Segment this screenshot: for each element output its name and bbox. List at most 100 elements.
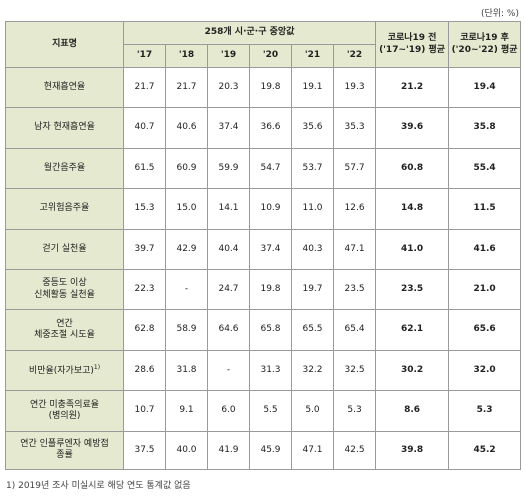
year-value: 40.3: [291, 228, 334, 270]
indicator-table: 지표명 258개 시·군·구 중앙값 코로나19 전 ('17~'19) 평균 코…: [5, 21, 522, 471]
year-value: 11.0: [291, 188, 334, 230]
indicator-name: 연간 미충족의료율 (병의원): [5, 390, 124, 432]
table-row: 비만율(자가보고)1) 28.6 31.8-31.3 32.2 32.5 30.2 32.0: [5, 349, 522, 392]
table-row: 연간 인플루엔자 예방접 종률 37.5 40.0 41.9 45.9 47.1 42.5 39…: [5, 430, 522, 471]
indicator-name: 월간음주율: [5, 147, 124, 190]
post-covid-average: 41.6: [448, 228, 522, 270]
year-value: 64.6: [207, 309, 250, 351]
header-post-average: 코로나19 후 ('20~'22) 평균: [448, 21, 522, 68]
year-value: 42.5: [332, 430, 377, 471]
post-covid-average: 32.0: [448, 349, 522, 392]
indicator-name: 고위험음주율: [5, 188, 124, 230]
indicator-name: 현재흡연율: [5, 66, 124, 109]
year-value: 37.5: [123, 430, 166, 471]
year-value: 47.1: [332, 228, 377, 270]
year-value: 45.9: [249, 430, 292, 471]
table-row: 현재흡연율 21.7 21.7 20.3 19.8 19.1 19.3 21.2 19.4: [5, 66, 522, 109]
post-covid-average: 35.8: [448, 107, 522, 149]
pre-covid-average: 60.8: [375, 147, 450, 190]
table-row: 월간음주율 61.5 60.9 59.9 54.7 53.7 57.7 60.8 55.4: [5, 147, 522, 190]
post-covid-average: 5.3: [448, 390, 522, 432]
post-covid-average: 55.4: [448, 147, 522, 190]
post-covid-average: 11.5: [448, 188, 522, 230]
pre-covid-average: 62.1: [375, 309, 450, 351]
year-value: 19.1: [291, 66, 334, 109]
footnote: 1) 2019년 조사 미실시로 해당 연도 통계값 없음: [6, 481, 191, 491]
pre-covid-average: 8.6: [375, 390, 450, 432]
year-value: 42.9: [165, 228, 208, 270]
header-indicator: 지표명: [5, 21, 124, 68]
header-pre-average: 코로나19 전 ('17~'19) 평균: [375, 21, 450, 68]
pre-covid-average: 39.8: [375, 430, 450, 471]
year-value: 6.0: [207, 390, 250, 432]
year-value: 20.3: [207, 66, 250, 109]
post-covid-average: 21.0: [448, 268, 522, 311]
year-value: 47.1: [291, 430, 334, 471]
pre-covid-average: 39.6: [375, 107, 450, 149]
year-value: 37.4: [249, 228, 292, 270]
year-value: 10.7: [123, 390, 166, 432]
year-value: 24.7: [207, 268, 250, 311]
post-covid-average: 45.2: [448, 430, 522, 471]
year-value: 32.5: [332, 349, 377, 392]
year-value: 23.5: [332, 268, 377, 311]
year-value: 5.3: [332, 390, 377, 432]
year-value: 14.1: [207, 188, 250, 230]
year-value: 65.5: [291, 309, 334, 351]
indicator-name: 연간 체중조절 시도율: [5, 309, 124, 351]
indicator-name: 중등도 이상 신체활동 실천율: [5, 268, 124, 311]
table-row: 고위험음주율 15.3 15.0 14.1 10.9 11.0 12.6 14.8 11.5: [5, 188, 522, 230]
year-value: 37.4: [207, 107, 250, 149]
year-value: 41.9: [207, 430, 250, 471]
header-year: '22: [332, 44, 377, 68]
pre-covid-average: 41.0: [375, 228, 450, 270]
year-value: 57.7: [332, 147, 377, 190]
year-value: 62.8: [123, 309, 166, 351]
year-value: 58.9: [165, 309, 208, 351]
year-value: 12.6: [332, 188, 377, 230]
indicator-name: 연간 인플루엔자 예방접 종률: [5, 430, 124, 471]
year-value: 19.8: [249, 268, 292, 311]
year-value: 31.8: [165, 349, 208, 392]
year-value: 19.8: [249, 66, 292, 109]
footnote-marker: 1): [93, 363, 101, 371]
year-value: 9.1: [165, 390, 208, 432]
table-row: 중등도 이상 신체활동 실천율 22.3-24.7 19.8 19.7 23.5 23.5 2…: [5, 268, 522, 311]
year-value: 35.3: [332, 107, 377, 149]
year-value: -: [165, 268, 208, 311]
header-year: '19: [207, 44, 250, 68]
table-row: 걷기 실천율 39.7 42.9 40.4 37.4 40.3 47.1 41.0 41.6: [5, 228, 522, 270]
year-value: 35.6: [291, 107, 334, 149]
year-value: 28.6: [123, 349, 166, 392]
table-row: 연간 체중조절 시도율 62.8 58.9 64.6 65.8 65.5 65.4 62.1 65…: [5, 309, 522, 351]
year-value: 10.9: [249, 188, 292, 230]
header-year: '17: [123, 44, 166, 68]
post-covid-average: 65.6: [448, 309, 522, 351]
year-value: 19.7: [291, 268, 334, 311]
year-value: 19.3: [332, 66, 377, 109]
post-covid-average: 19.4: [448, 66, 522, 109]
pre-covid-average: 23.5: [375, 268, 450, 311]
year-value: 65.4: [332, 309, 377, 351]
year-value: 21.7: [123, 66, 166, 109]
table-row: 남자 현재흡연율 40.7 40.6 37.4 36.6 35.6 35.3 39.6 35.8: [5, 107, 522, 149]
year-value: 5.0: [291, 390, 334, 432]
year-value: 5.5: [249, 390, 292, 432]
year-value: 59.9: [207, 147, 250, 190]
header-group: 258개 시·군·구 중앙값: [122, 21, 377, 45]
year-value: 15.3: [123, 188, 166, 230]
year-value: 22.3: [123, 268, 166, 311]
year-value: 32.2: [291, 349, 334, 392]
year-value: 65.8: [249, 309, 292, 351]
year-value: 60.9: [165, 147, 208, 190]
header-year: '18: [165, 44, 208, 68]
year-value: 40.7: [123, 107, 166, 149]
year-value: 21.7: [165, 66, 208, 109]
year-value: 53.7: [291, 147, 334, 190]
year-value: 61.5: [123, 147, 166, 190]
year-value: 54.7: [249, 147, 292, 190]
year-value: 40.4: [207, 228, 250, 270]
unit-label: (단위: %): [480, 9, 519, 19]
year-value: 36.6: [249, 107, 292, 149]
indicator-name: 걷기 실천율: [5, 228, 124, 270]
